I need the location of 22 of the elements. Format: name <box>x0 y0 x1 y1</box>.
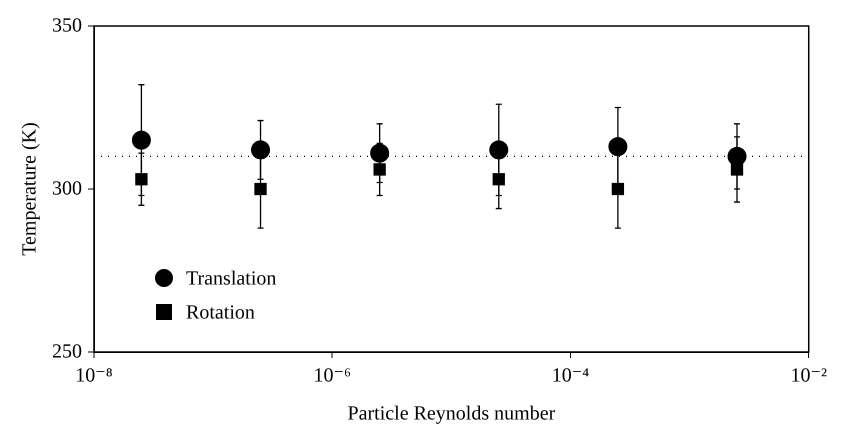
point <box>489 140 508 160</box>
point <box>370 144 390 163</box>
point <box>251 140 270 160</box>
y-axis-title: Temperature (K) <box>18 122 40 256</box>
x-axis-title: Particle Reynolds number <box>347 402 556 424</box>
x-tick-label: 10⁻⁶ <box>313 364 352 386</box>
x-tick-label: 10⁻⁴ <box>552 364 590 386</box>
point <box>728 146 747 166</box>
point <box>608 137 628 156</box>
x-tick-label: 10⁻² <box>790 364 828 386</box>
point <box>132 130 151 150</box>
legend-label: Rotation <box>186 301 255 324</box>
x-tick-label: 10⁻⁸ <box>75 364 113 386</box>
y-tick-label: 350 <box>52 14 82 36</box>
point <box>492 173 505 186</box>
y-tick-label: 250 <box>52 340 82 362</box>
point <box>254 182 267 196</box>
y-tick-label: 300 <box>52 177 82 200</box>
point <box>612 182 624 196</box>
legend-label: Translation <box>186 267 276 290</box>
point <box>373 163 386 176</box>
point <box>135 173 148 186</box>
